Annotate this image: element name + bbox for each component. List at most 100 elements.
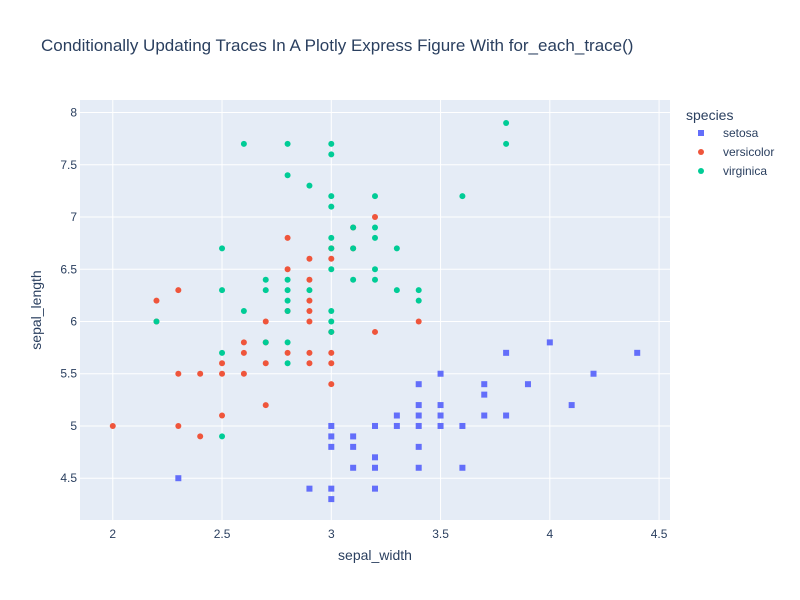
setosa-point[interactable] [634, 349, 641, 356]
setosa-point[interactable] [372, 422, 378, 429]
virginica-point[interactable] [415, 297, 422, 304]
versicolor-point[interactable] [262, 318, 269, 325]
virginica-point[interactable] [459, 193, 466, 200]
setosa-point[interactable] [415, 412, 422, 419]
virginica-point[interactable] [328, 140, 335, 147]
setosa-point[interactable] [415, 402, 422, 409]
setosa-point[interactable] [568, 402, 575, 409]
setosa-point[interactable] [481, 391, 488, 398]
virginica-point[interactable] [328, 318, 335, 325]
virginica-point[interactable] [284, 276, 291, 283]
virginica-point[interactable] [284, 360, 291, 367]
virginica-point[interactable] [503, 140, 510, 147]
setosa-point[interactable] [415, 381, 422, 388]
virginica-point[interactable] [328, 328, 335, 335]
setosa-point[interactable] [393, 422, 400, 429]
setosa-point[interactable] [459, 464, 466, 471]
virginica-point[interactable] [372, 224, 378, 231]
versicolor-point[interactable] [284, 266, 291, 273]
virginica-point[interactable] [284, 287, 291, 294]
virginica-point[interactable] [372, 234, 378, 241]
setosa-point[interactable] [175, 475, 182, 482]
versicolor-point[interactable] [284, 349, 291, 356]
virginica-point[interactable] [328, 193, 335, 200]
versicolor-point[interactable] [306, 318, 313, 325]
legend-item-versicolor[interactable]: versicolor [698, 145, 774, 159]
legend[interactable]: species setosa versicolor virginica [686, 107, 774, 178]
virginica-point[interactable] [393, 245, 400, 252]
setosa-point[interactable] [328, 443, 335, 450]
versicolor-point[interactable] [240, 370, 247, 377]
setosa-point[interactable] [328, 485, 335, 492]
setosa-point[interactable] [481, 381, 488, 388]
virginica-point[interactable] [219, 433, 226, 440]
setosa-point[interactable] [372, 485, 378, 492]
versicolor-point[interactable] [328, 349, 335, 356]
setosa-point[interactable] [481, 412, 488, 419]
versicolor-point[interactable] [262, 360, 269, 367]
virginica-point[interactable] [328, 203, 335, 210]
versicolor-point[interactable] [306, 276, 313, 283]
versicolor-point[interactable] [415, 318, 422, 325]
virginica-point[interactable] [284, 172, 291, 179]
setosa-point[interactable] [328, 496, 335, 503]
setosa-point[interactable] [503, 349, 510, 356]
setosa-point[interactable] [328, 422, 335, 429]
versicolor-point[interactable] [306, 297, 313, 304]
virginica-point[interactable] [350, 224, 357, 231]
versicolor-point[interactable] [328, 381, 335, 388]
versicolor-point[interactable] [328, 360, 335, 367]
setosa-point[interactable] [415, 443, 422, 450]
virginica-point[interactable] [262, 276, 269, 283]
versicolor-point[interactable] [306, 360, 313, 367]
setosa-point[interactable] [415, 422, 422, 429]
virginica-point[interactable] [240, 140, 247, 147]
virginica-point[interactable] [240, 308, 247, 315]
virginica-point[interactable] [219, 245, 226, 252]
setosa-point[interactable] [372, 464, 378, 471]
setosa-point[interactable] [306, 485, 313, 492]
virginica-point[interactable] [328, 151, 335, 158]
virginica-point[interactable] [350, 276, 357, 283]
virginica-point[interactable] [328, 308, 335, 315]
versicolor-point[interactable] [240, 349, 247, 356]
virginica-point[interactable] [219, 287, 226, 294]
virginica-point[interactable] [415, 287, 422, 294]
setosa-point[interactable] [590, 370, 597, 377]
virginica-point[interactable] [372, 193, 378, 200]
setosa-point[interactable] [350, 433, 357, 440]
versicolor-point[interactable] [197, 370, 204, 377]
virginica-point[interactable] [262, 287, 269, 294]
virginica-point[interactable] [503, 119, 510, 126]
virginica-point[interactable] [153, 318, 160, 325]
versicolor-point[interactable] [219, 412, 226, 419]
virginica-point[interactable] [328, 266, 335, 273]
setosa-point[interactable] [546, 339, 553, 346]
versicolor-point[interactable] [197, 433, 204, 440]
versicolor-point[interactable] [306, 349, 313, 356]
versicolor-point[interactable] [175, 422, 182, 429]
virginica-point[interactable] [372, 266, 378, 273]
versicolor-point[interactable] [109, 422, 116, 429]
virginica-point[interactable] [372, 276, 378, 283]
setosa-point[interactable] [437, 402, 444, 409]
versicolor-point[interactable] [153, 297, 160, 304]
legend-item-setosa[interactable]: setosa [698, 126, 759, 140]
versicolor-point[interactable] [262, 402, 269, 409]
virginica-point[interactable] [350, 245, 357, 252]
virginica-point[interactable] [219, 349, 226, 356]
virginica-point[interactable] [262, 339, 269, 346]
setosa-point[interactable] [372, 454, 378, 461]
versicolor-point[interactable] [175, 370, 182, 377]
virginica-point[interactable] [284, 339, 291, 346]
versicolor-point[interactable] [175, 287, 182, 294]
virginica-point[interactable] [328, 234, 335, 241]
versicolor-point[interactable] [219, 360, 226, 367]
versicolor-point[interactable] [284, 234, 291, 241]
virginica-point[interactable] [393, 287, 400, 294]
setosa-point[interactable] [393, 412, 400, 419]
setosa-point[interactable] [437, 422, 444, 429]
versicolor-point[interactable] [372, 214, 378, 221]
versicolor-point[interactable] [240, 339, 247, 346]
virginica-point[interactable] [328, 245, 335, 252]
